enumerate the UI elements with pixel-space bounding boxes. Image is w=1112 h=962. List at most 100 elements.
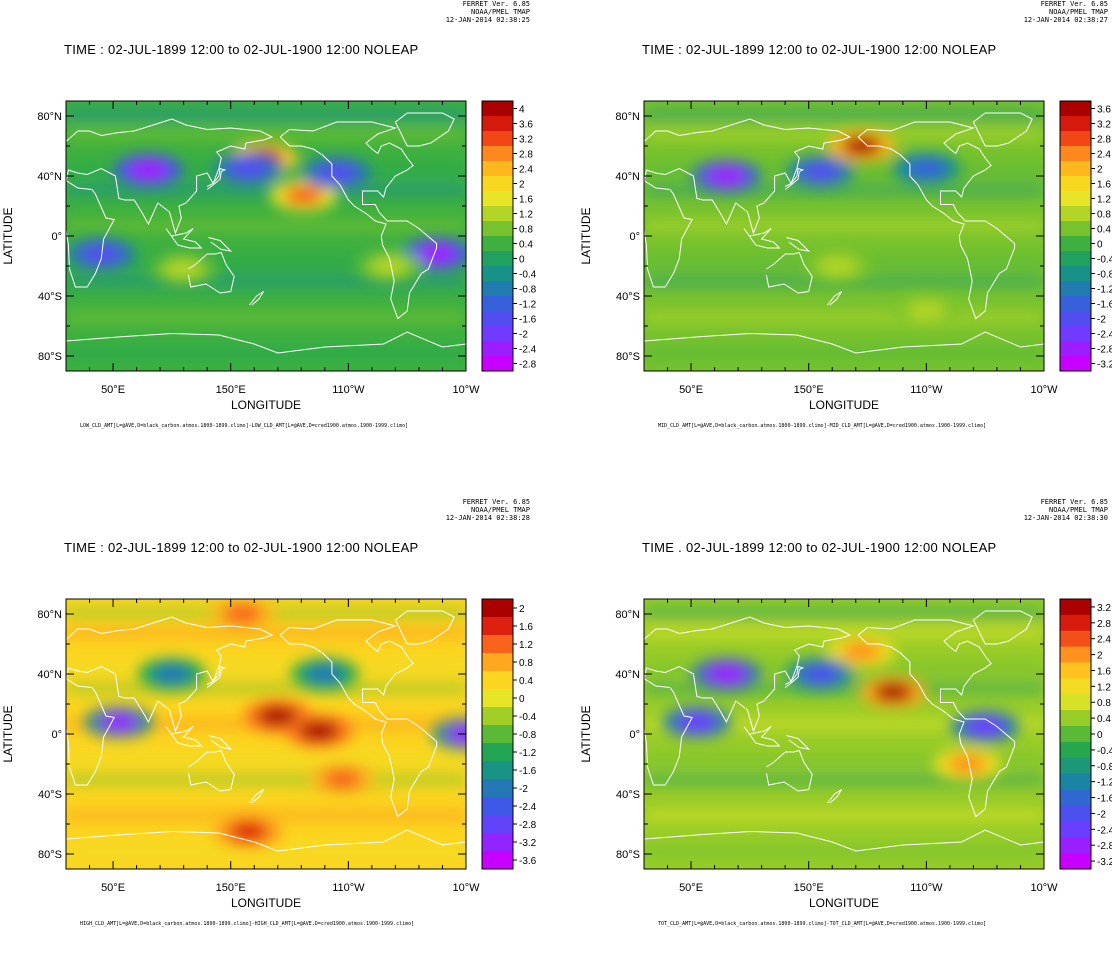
colorbar-swatch <box>1060 146 1091 162</box>
colorbar-label: -1.6 <box>519 315 537 326</box>
anomaly-core <box>369 256 410 276</box>
y-axis-label: LATITUDE <box>1 207 15 264</box>
anomaly-core <box>128 160 169 180</box>
colorbar-swatch <box>1060 311 1091 327</box>
colorbar-swatch <box>1060 726 1091 743</box>
field-band <box>66 311 466 324</box>
chart-footer: TOT_CLD_AMT[L=@AVE,D=black_carbon.atmos.… <box>658 921 987 927</box>
colorbar-label: 0 <box>1097 240 1103 251</box>
colorbar-label: 1.2 <box>1097 682 1111 693</box>
colorbar-label: -2 <box>519 784 528 795</box>
colorbar-label: -2 <box>1097 315 1106 326</box>
y-tick-label: 40°N <box>615 669 640 681</box>
y-tick-label: 0° <box>629 729 640 741</box>
colorbar-swatch <box>1060 757 1091 775</box>
anomaly-core <box>800 161 841 182</box>
y-tick-label: 80°N <box>615 111 640 123</box>
x-tick-label: 50°E <box>679 882 703 894</box>
anomaly-core <box>965 716 1006 737</box>
anomaly-core <box>222 604 263 624</box>
colorbar-frame <box>1059 100 1092 372</box>
anomaly-core <box>81 244 122 264</box>
x-tick-label: 10°W <box>452 384 480 396</box>
colorbar-label: -1.2 <box>1097 778 1112 789</box>
field-band <box>66 109 466 121</box>
colorbar-label: 3.2 <box>519 135 533 146</box>
x-tick-label: 110°W <box>332 882 365 894</box>
header-line: NOAA/PMEL TMAP <box>1048 8 1108 16</box>
colorbar-swatch <box>482 707 513 726</box>
ferret-header: FERRET Ver. 6.85 NOAA/PMEL TMAP 12-JAN-201… <box>1024 0 1108 24</box>
x-tick-label: 150°E <box>794 882 824 894</box>
chart-title: TIME . 02-JUL-1899 12:00 to 02-JUL-1900 … <box>642 540 997 555</box>
coastlines <box>644 112 1054 354</box>
x-tick-label: 50°E <box>101 882 125 894</box>
colorbar-label: -1.2 <box>519 748 537 759</box>
x-tick-label: 50°E <box>101 384 125 396</box>
colorbar-swatch <box>1060 326 1091 342</box>
field-band <box>644 845 1044 858</box>
colorbar-swatch <box>482 599 513 618</box>
field-band <box>644 607 1044 619</box>
colorbar-label: 0 <box>1097 730 1103 741</box>
y-axis-label: LATITUDE <box>1 705 15 762</box>
colorbar-swatch <box>482 146 513 162</box>
colorbar-swatch <box>1060 805 1091 822</box>
colorbar-swatch <box>482 689 513 708</box>
map-svg: 50°E 150°E 110°W 10°W LONGITUDE 80°N 40°N 0° 40°… <box>579 100 1112 412</box>
colorbar-label: -0.8 <box>519 730 537 741</box>
x-tick-label: 110°W <box>332 384 365 396</box>
coastline <box>165 726 203 747</box>
colorbar-swatch <box>1060 176 1091 192</box>
colorbar-swatch <box>1060 821 1091 838</box>
x-tick-label: 150°E <box>216 384 246 396</box>
field-band <box>66 754 466 766</box>
colorbar-swatch <box>1060 837 1091 854</box>
coastline <box>1048 647 1054 659</box>
colorbar-swatch <box>1060 614 1091 632</box>
anomaly-core <box>322 769 363 789</box>
anomaly-core <box>947 754 988 774</box>
colorbar-label: 0.4 <box>519 676 533 687</box>
coastline <box>249 789 265 804</box>
colorbar-swatch <box>1060 281 1091 297</box>
colorbar-swatch <box>482 743 513 762</box>
colorbar-label: -1.6 <box>1097 794 1112 805</box>
colorbar-label: 0.8 <box>519 658 533 669</box>
x-tick-label: 50°E <box>679 384 703 396</box>
colorbar-label: -2.8 <box>519 360 537 371</box>
colorbar-label: 2 <box>519 604 525 615</box>
chart-title: TIME : 02-JUL-1899 12:00 to 02-JUL-1900 … <box>64 42 419 57</box>
coastline <box>1048 149 1054 161</box>
colorbar-swatch <box>1060 356 1091 372</box>
colorbar-swatch <box>482 815 513 834</box>
colorbar-frame <box>481 100 514 372</box>
colorbar-label: 3.6 <box>1097 105 1111 116</box>
colorbar-label: 3.2 <box>1097 120 1111 131</box>
coastline <box>249 291 265 306</box>
field-layer <box>66 599 466 869</box>
anomaly-core <box>676 712 717 732</box>
x-tick-label: 110°W <box>910 384 943 396</box>
map-panel-1: FERRET Ver. 6.85 NOAA/PMEL TMAP 12-JAN-201… <box>0 0 556 464</box>
colorbar-label: 0 <box>519 694 525 705</box>
ferret-header: FERRET Ver. 6.85 NOAA/PMEL TMAP 12-JAN-201… <box>446 498 530 522</box>
coastlines <box>66 112 466 354</box>
map-panel-2: FERRET Ver. 6.85 NOAA/PMEL TMAP 12-JAN-201… <box>578 0 1112 464</box>
anomaly-core <box>800 664 841 684</box>
anomaly-layer <box>67 142 466 285</box>
chart-title: TIME : 02-JUL-1899 12:00 to 02-JUL-1900 … <box>64 540 419 555</box>
coastline <box>644 829 1044 852</box>
colorbar-swatch <box>482 653 513 672</box>
colorbar-label: -1.6 <box>1097 300 1112 311</box>
coastline <box>972 112 1033 147</box>
coastline <box>394 112 455 147</box>
colorbar-swatch <box>482 251 513 267</box>
coastline <box>784 167 805 190</box>
anomaly-core <box>304 664 345 684</box>
coastline <box>394 610 455 645</box>
anomaly-core <box>257 706 298 726</box>
colorbar-label: -2.4 <box>1097 825 1112 836</box>
colorbar-label: -3.6 <box>519 856 537 867</box>
colorbar-swatch <box>482 101 513 117</box>
